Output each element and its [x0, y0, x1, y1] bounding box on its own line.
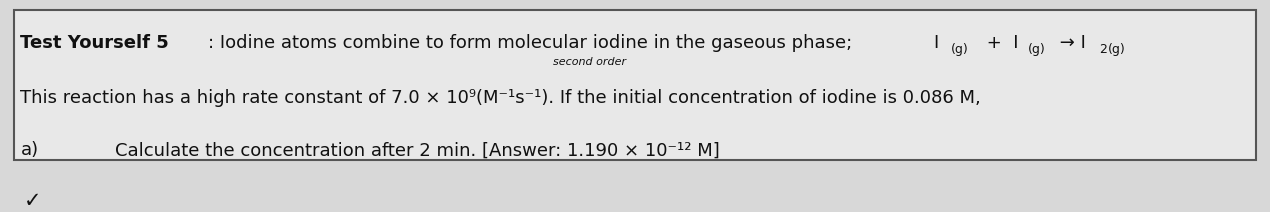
Text: : Iodine atoms combine to form molecular iodine in the gaseous phase;: : Iodine atoms combine to form molecular… — [208, 34, 859, 52]
Text: second order: second order — [552, 57, 626, 67]
Text: a): a) — [20, 141, 38, 159]
Text: ✓: ✓ — [24, 191, 42, 211]
Text: → I: → I — [1054, 34, 1086, 52]
Text: Calculate the concentration after 2 min. [Answer: 1.190 × 10⁻¹² M]: Calculate the concentration after 2 min.… — [116, 141, 720, 159]
Text: (g): (g) — [950, 43, 968, 56]
FancyBboxPatch shape — [14, 10, 1256, 160]
Text: This reaction has a high rate constant of 7.0 × 10⁹(M⁻¹s⁻¹). If the initial conc: This reaction has a high rate constant o… — [20, 89, 982, 107]
Text: Test Yourself 5: Test Yourself 5 — [20, 34, 169, 52]
Text: 2: 2 — [1099, 43, 1106, 56]
Text: I: I — [932, 34, 939, 52]
Text: (g): (g) — [1107, 43, 1125, 56]
Text: (g): (g) — [1027, 43, 1045, 56]
Text: +  I: + I — [980, 34, 1019, 52]
